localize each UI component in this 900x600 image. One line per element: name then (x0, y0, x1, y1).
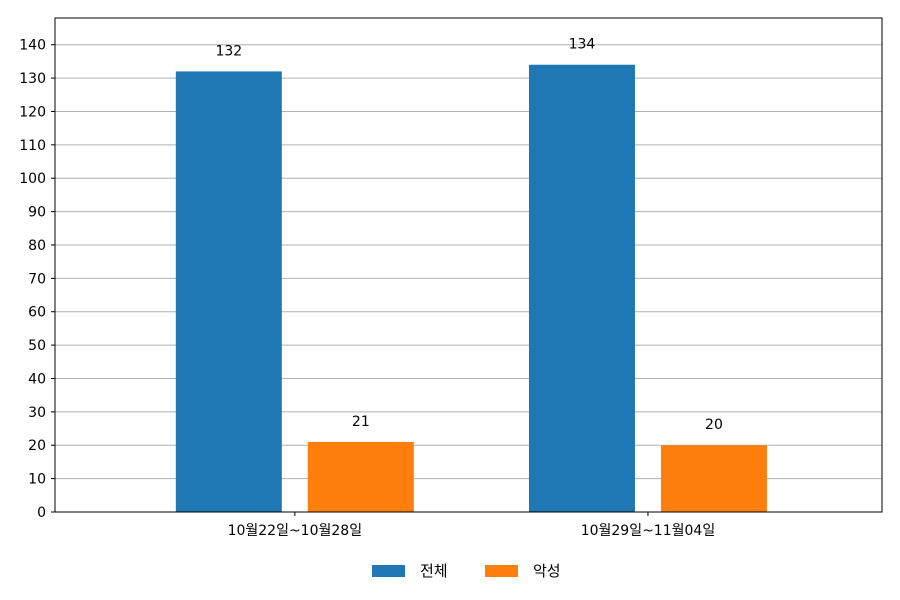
x-tick-label: 10월22일~10월28일 (228, 523, 363, 539)
x-tick-label: 10월29일~11월04일 (581, 523, 716, 539)
y-tick-label: 20 (28, 438, 46, 454)
bar (660, 445, 767, 512)
bar (307, 441, 414, 512)
y-tick-label: 30 (28, 405, 46, 421)
y-tick-label: 60 (28, 305, 46, 321)
y-tick-label: 140 (19, 38, 46, 54)
bars (175, 64, 767, 513)
y-tick-label: 120 (19, 104, 46, 120)
data-label: 20 (705, 417, 723, 433)
data-label: 132 (215, 43, 242, 59)
legend-swatch (485, 565, 518, 577)
y-tick-label: 70 (28, 271, 46, 287)
legend-label: 악성 (533, 562, 561, 580)
y-tick-label: 50 (28, 338, 46, 354)
legend: 전체 악성 (372, 562, 561, 580)
legend-label: 전체 (420, 562, 448, 580)
data-label: 134 (569, 37, 596, 53)
data-labels: 132 21 134 20 (215, 37, 722, 434)
data-label: 21 (352, 414, 370, 430)
legend-swatch (372, 565, 405, 577)
y-tick-label: 10 (28, 472, 46, 488)
y-tick-label: 40 (28, 371, 46, 387)
y-axis: 0 10 20 30 40 50 60 70 80 90 100 110 120 130 140 (19, 38, 55, 521)
y-tick-label: 90 (28, 205, 46, 221)
plot-frame (54, 17, 883, 513)
bar (175, 71, 282, 513)
y-tick-label: 100 (19, 171, 46, 187)
y-tick-label: 110 (19, 138, 46, 154)
x-axis: 10월22일~10월28일 10월29일~11월04일 (228, 512, 716, 539)
bar (528, 64, 635, 512)
y-tick-label: 80 (28, 238, 46, 254)
y-tick-label: 130 (19, 71, 46, 87)
y-tick-label: 0 (37, 505, 46, 521)
